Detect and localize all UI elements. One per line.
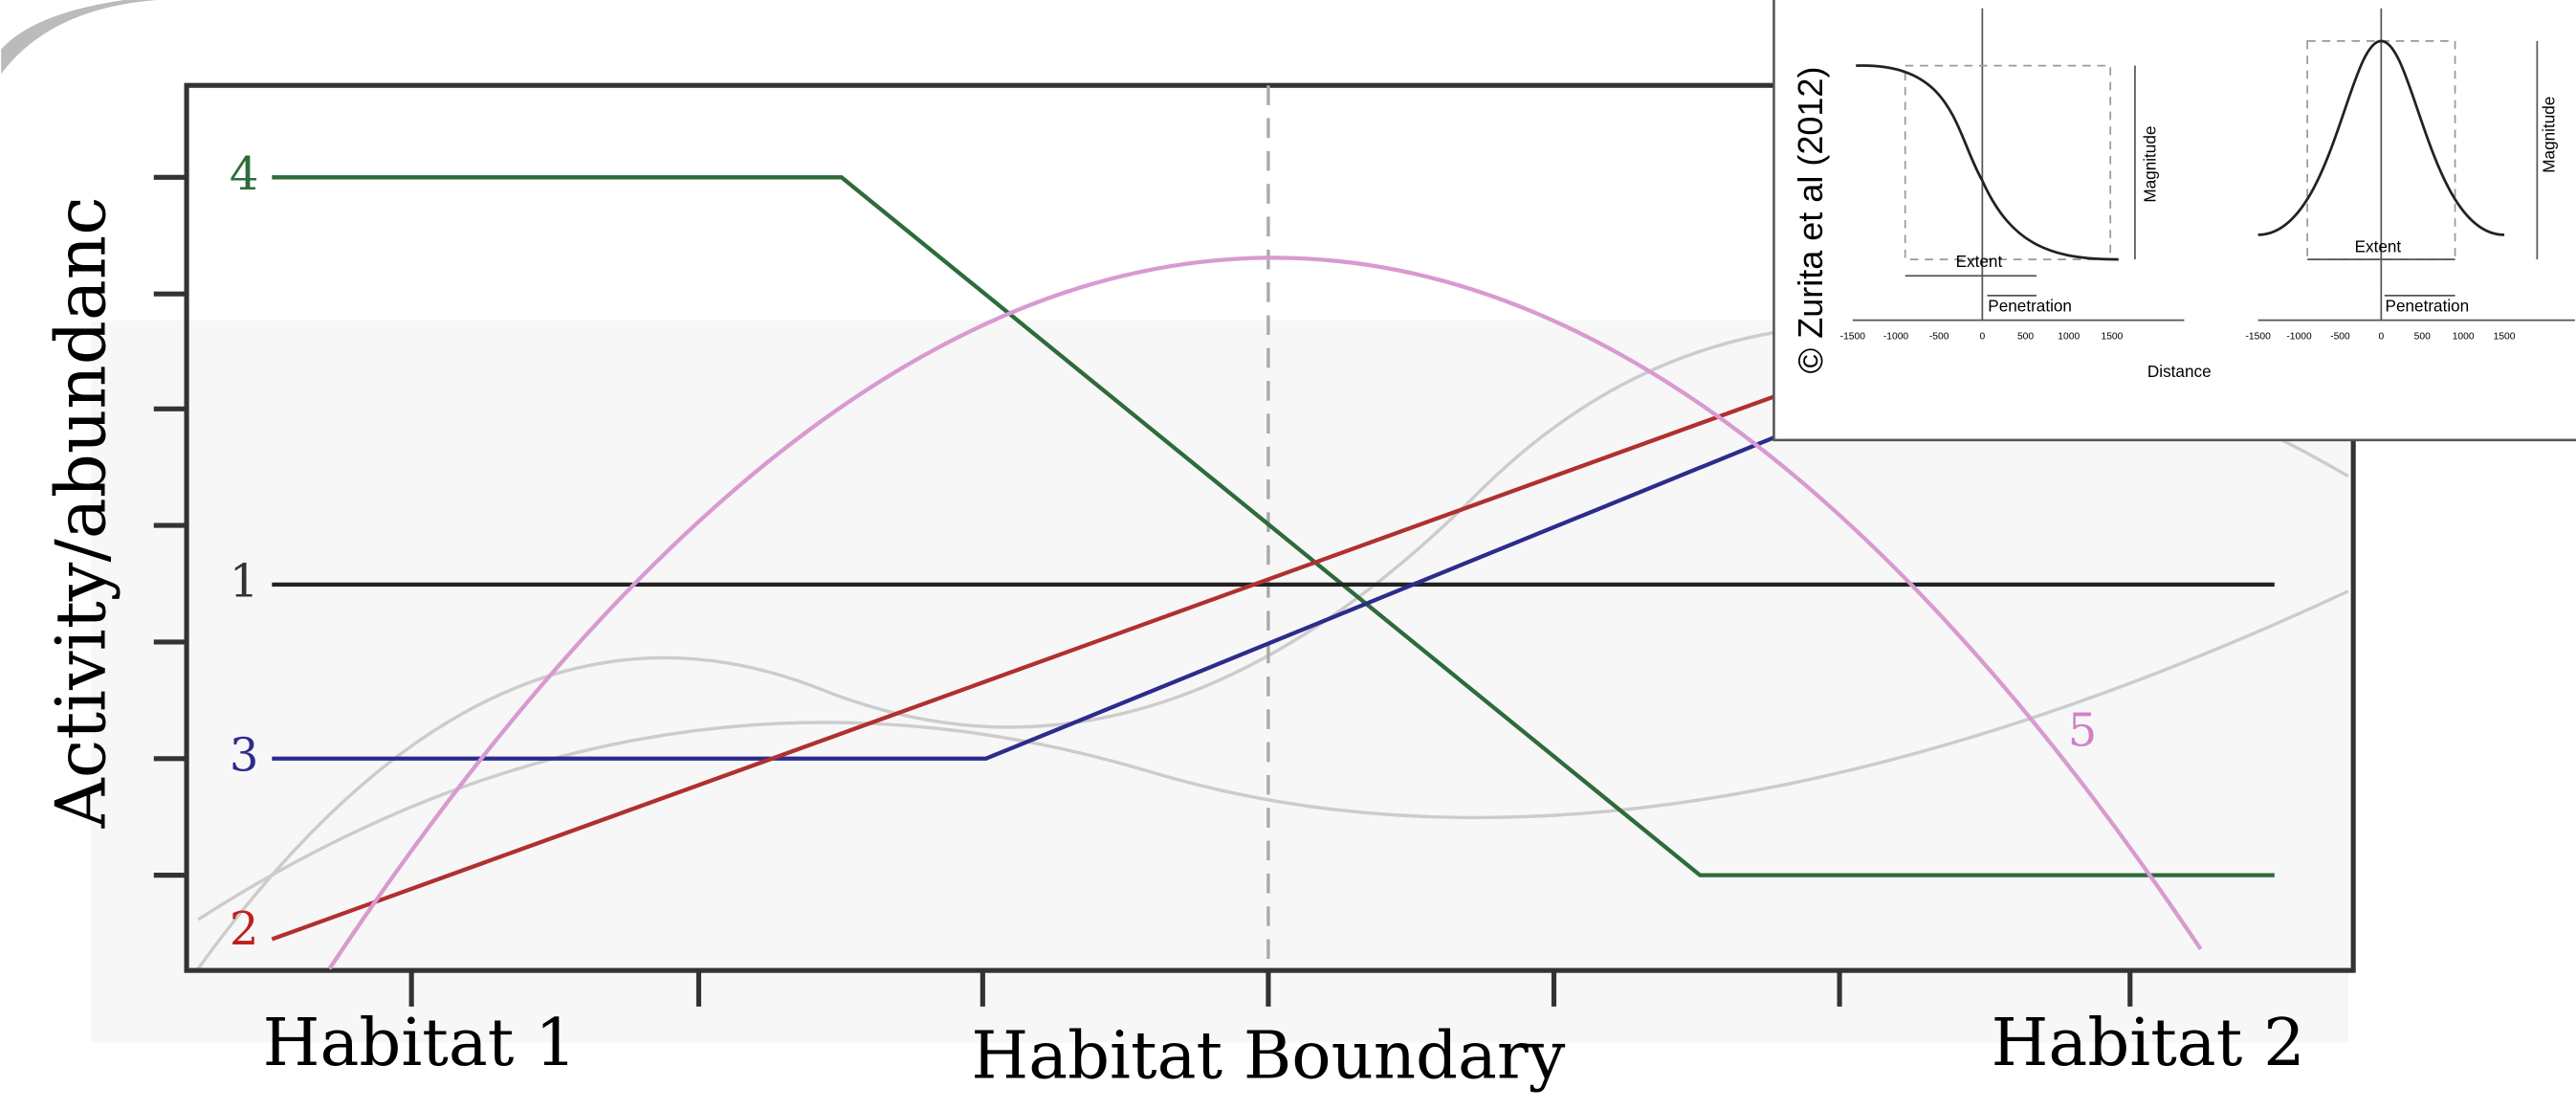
inset-tick-label: 0 <box>2378 331 2384 342</box>
extent-label: Extent <box>1956 252 2003 271</box>
inset-tick-label: 1000 <box>2453 331 2475 342</box>
line-label: 5 <box>2068 704 2098 758</box>
inset-tick-label: 1000 <box>2058 331 2080 342</box>
line-label: 1 <box>230 554 259 608</box>
line-label: 2 <box>230 902 259 956</box>
inset-tick-label: -1000 <box>2286 331 2312 342</box>
penetration-label: Penetration <box>2386 296 2470 315</box>
x-label: Habitat 2 <box>1992 1005 2305 1081</box>
magnitude-label: Magnitude <box>2141 126 2160 203</box>
y-axis-label: Activity/abundanc <box>40 196 121 829</box>
inset-tick-label: 0 <box>1979 331 1985 342</box>
inset-tick-label: -1500 <box>2245 331 2271 342</box>
extent-label: Extent <box>2355 237 2402 256</box>
line-label: 3 <box>230 728 259 782</box>
inset-tick-label: 1500 <box>2494 331 2516 342</box>
x-label: Habitat Boundary <box>971 1018 1565 1095</box>
magnitude-label: Magnitude <box>2540 97 2559 173</box>
x-label: Habitat 1 <box>263 1005 577 1081</box>
slide: 4 1 3 2 5 Activity/abundanc Habitat 1 Ha… <box>0 0 2576 1110</box>
penetration-label: Penetration <box>1988 296 2072 315</box>
inset-x-label: Distance <box>2147 362 2212 381</box>
inset-tick-label: -1000 <box>1883 331 1909 342</box>
corner-swoosh <box>1 0 157 74</box>
inset: © Zurita et al (2012) Extent Extent Pene… <box>1773 0 2576 440</box>
credit: © Zurita et al (2012) <box>1791 67 1830 374</box>
inset-tick-label: -1500 <box>1840 331 1866 342</box>
inset-tick-label: -500 <box>1929 331 1949 342</box>
inset-tick-label: 500 <box>2017 331 2034 342</box>
inset-tick-label: 500 <box>2414 331 2431 342</box>
inset-tick-label: -500 <box>2330 331 2350 342</box>
line-label: 4 <box>230 147 259 201</box>
inset-tick-label: 1500 <box>2101 331 2123 342</box>
page: 4 1 3 2 5 Activity/abundanc Habitat 1 Ha… <box>0 0 2576 1110</box>
